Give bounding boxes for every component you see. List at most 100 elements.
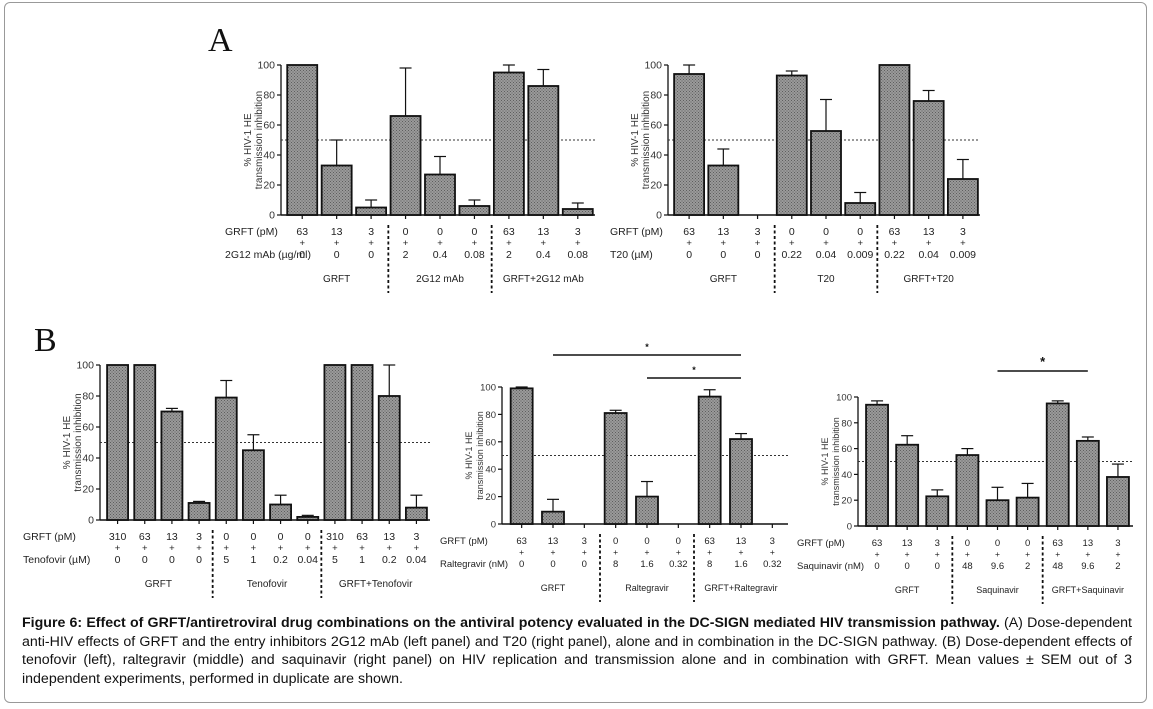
- grft-dose-label: 3: [413, 531, 419, 543]
- drug-dose-label: 0: [196, 554, 202, 566]
- group-label: Tenofovir: [247, 579, 288, 590]
- y-tick-label: 80: [82, 391, 94, 403]
- grft-dose-label: 13: [1083, 538, 1094, 549]
- bar: [729, 438, 753, 525]
- drug-dose-label: 0: [720, 249, 726, 261]
- bar: [509, 387, 534, 525]
- grft-dose-label: 63: [503, 226, 515, 238]
- bar: [350, 364, 374, 521]
- grft-dose-label: 0: [613, 536, 618, 547]
- bar: [269, 503, 292, 521]
- drug-dose-label: 1: [250, 554, 256, 566]
- grft-dose-label: 63: [1052, 538, 1063, 549]
- grft-dose-label: 13: [548, 536, 559, 547]
- grft-dose-label: 3: [770, 536, 775, 547]
- significance-marker: *: [692, 365, 696, 375]
- bar: [296, 515, 320, 521]
- bar: [541, 510, 565, 525]
- group-label: GRFT+Tenofovir: [339, 579, 413, 590]
- plus-sign: +: [995, 549, 1000, 559]
- drug-dose-label: 0: [550, 559, 555, 570]
- grft-dose-label: 0: [403, 226, 409, 238]
- plus-sign: +: [935, 549, 940, 559]
- drug-dose-label: 2: [506, 249, 512, 261]
- plus-sign: +: [115, 543, 121, 554]
- group-label: 2G12 mAb: [416, 274, 464, 285]
- drug-dose-label: 5: [332, 554, 338, 566]
- group-label: GRFT: [895, 585, 920, 595]
- bar: [424, 173, 456, 216]
- bar: [925, 495, 950, 527]
- plus-sign: +: [305, 543, 311, 554]
- grft-dose-label: 63: [889, 226, 901, 238]
- drug-dose-label: 8: [707, 559, 712, 570]
- plus-sign: +: [721, 238, 727, 249]
- plus-sign: +: [823, 238, 829, 249]
- drug-dose-label: 48: [1052, 561, 1063, 572]
- y-tick-label: 100: [480, 383, 496, 394]
- drug-dose-label: 0.04: [298, 554, 319, 566]
- grft-dose-label: 0: [305, 531, 311, 543]
- drug-dose-label: 0.2: [273, 554, 288, 566]
- drug-dose-label: 0.08: [464, 249, 485, 261]
- drug-dose-label: 5: [223, 554, 229, 566]
- plus-sign: +: [472, 238, 478, 249]
- drug-dose-label: 0.32: [763, 559, 782, 570]
- drug-dose-label: 0.2: [382, 554, 397, 566]
- drug-dose-label: 0.4: [536, 249, 551, 261]
- bar: [286, 64, 319, 216]
- row-label-drug: 2G12 mAb (µg/ml): [225, 249, 311, 261]
- plus-sign: +: [299, 238, 305, 249]
- drug-dose-label: 0: [935, 561, 940, 572]
- bar: [912, 100, 945, 216]
- plus-sign: +: [196, 543, 202, 554]
- plus-sign: +: [278, 543, 284, 554]
- bar: [106, 364, 129, 521]
- drug-dose-label: 0: [115, 554, 121, 566]
- y-axis-label: transmission inhibition: [641, 91, 652, 189]
- drug-dose-label: 0.04: [816, 249, 837, 261]
- bar: [1075, 439, 1100, 527]
- grft-dose-label: 3: [575, 226, 581, 238]
- grft-dose-label: 63: [139, 531, 151, 543]
- grft-dose-label: 13: [923, 226, 935, 238]
- bar: [603, 412, 628, 525]
- y-axis-label: transmission inhibition: [73, 393, 84, 491]
- drug-dose-label: 1.6: [640, 559, 653, 570]
- grft-dose-label: 0: [644, 536, 649, 547]
- plus-sign: +: [1055, 549, 1060, 559]
- plus-sign: +: [686, 238, 692, 249]
- bar: [527, 85, 560, 216]
- y-tick-label: 60: [263, 120, 275, 132]
- grft-dose-label: 3: [368, 226, 374, 238]
- y-tick-label: 100: [257, 60, 275, 72]
- drug-dose-label: 0: [874, 561, 879, 572]
- grft-dose-label: 13: [383, 531, 395, 543]
- bar: [985, 499, 1010, 527]
- y-axis-label: % HIV-1 HE: [243, 113, 254, 167]
- grft-dose-label: 0: [857, 226, 863, 238]
- group-label: Saquinavir: [976, 585, 1019, 595]
- bar: [355, 206, 388, 216]
- grft-dose-label: 310: [326, 531, 344, 543]
- drug-dose-label: 0.22: [884, 249, 905, 261]
- plus-sign: +: [551, 547, 556, 557]
- y-tick-label: 20: [650, 180, 662, 192]
- grft-dose-label: 3: [755, 226, 761, 238]
- bar: [707, 164, 740, 216]
- bar: [775, 74, 808, 216]
- bar: [323, 364, 347, 521]
- y-tick-label: 20: [485, 492, 496, 503]
- bar: [1015, 496, 1040, 527]
- plus-sign: +: [582, 547, 587, 557]
- y-tick-label: 40: [263, 150, 275, 162]
- grft-dose-label: 13: [331, 226, 343, 238]
- plus-sign: +: [1115, 549, 1120, 559]
- plus-sign: +: [789, 238, 795, 249]
- plus-sign: +: [519, 547, 524, 557]
- row-label-grft: GRFT (pM): [440, 536, 488, 547]
- grft-dose-label: 13: [736, 536, 747, 547]
- y-tick-label: 0: [656, 210, 662, 222]
- group-label: GRFT+2G12 mAb: [503, 274, 584, 285]
- row-label-drug: Tenofovir (µM): [23, 554, 90, 566]
